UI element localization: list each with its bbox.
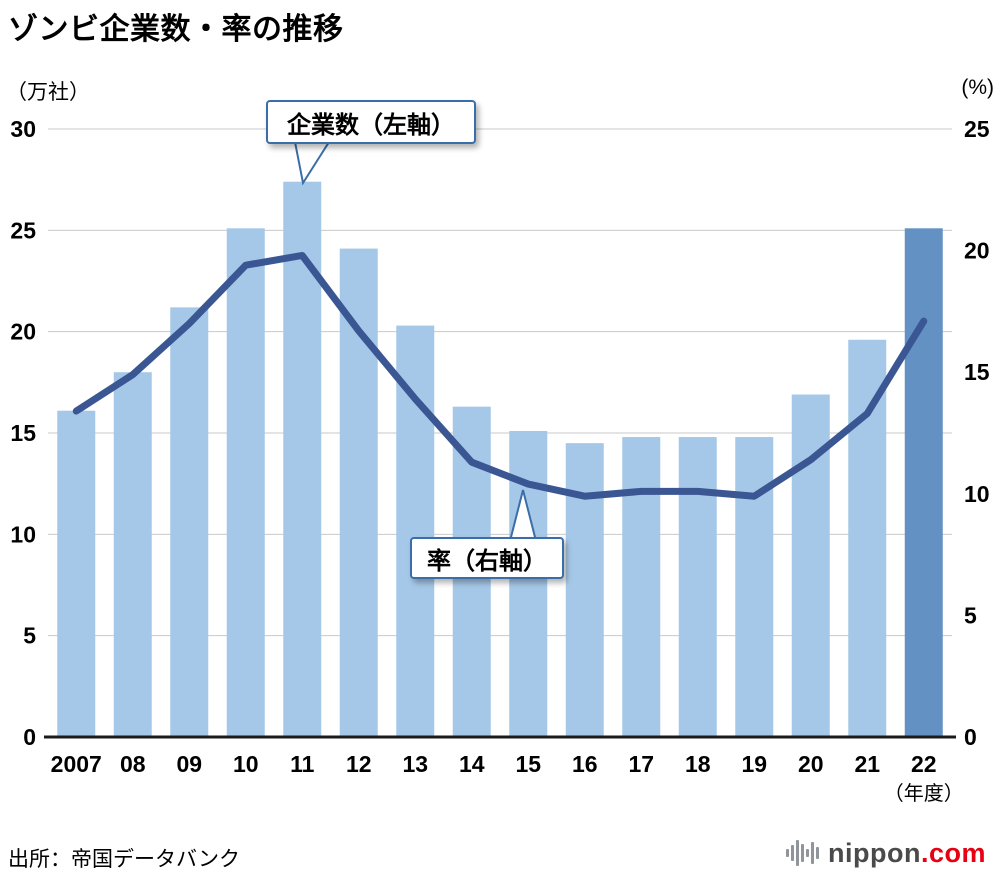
- x-axis-suffix-label: （年度）: [884, 782, 964, 805]
- right-tick-label: 10: [964, 481, 990, 507]
- right-axis-unit-label: (%): [961, 76, 994, 99]
- x-tick-label: 14: [459, 751, 485, 777]
- source-note: 出所：帝国データバンク: [8, 848, 241, 871]
- bar-16: [565, 443, 604, 737]
- bar-22: [904, 228, 943, 737]
- x-tick-label: 2007: [51, 751, 102, 777]
- bar-12: [339, 248, 378, 737]
- right-tick-label: 15: [964, 359, 990, 385]
- logo-suffix-text: .com: [920, 837, 986, 868]
- bar-11: [283, 181, 322, 737]
- left-axis-unit-label: （万社）: [6, 81, 90, 104]
- soundwave-icon: [786, 836, 819, 870]
- right-tick-label: 0: [964, 724, 977, 750]
- x-tick-label: 11: [290, 751, 315, 777]
- logo-wordmark: nippon.com: [828, 838, 986, 869]
- bar-09: [170, 307, 209, 737]
- x-tick-label: 18: [685, 751, 711, 777]
- line-series-callout: 率（右軸）: [410, 537, 564, 579]
- x-tick-label: 21: [854, 751, 880, 777]
- x-tick-label: 12: [346, 751, 372, 777]
- x-tick-label: 17: [628, 751, 654, 777]
- right-tick-label: 5: [964, 602, 977, 628]
- bars-series-callout: 企業数（左軸）: [266, 100, 476, 144]
- bars-callout-pointer: [293, 141, 331, 186]
- bar-2007: [57, 410, 96, 737]
- line-series-callout-label: 率（右軸）: [427, 547, 547, 575]
- x-tick-label: 10: [233, 751, 259, 777]
- left-tick-label: 5: [23, 623, 36, 649]
- x-tick-label: 13: [402, 751, 428, 777]
- right-tick-label: 20: [964, 238, 990, 264]
- left-tick-label: 15: [10, 420, 36, 446]
- left-tick-label: 10: [10, 521, 36, 547]
- x-tick-label: 16: [572, 751, 598, 777]
- bars-series-callout-label: 企業数（左軸）: [287, 111, 455, 139]
- left-tick-label: 30: [10, 116, 36, 142]
- bar-08: [113, 372, 152, 737]
- bar-17: [622, 437, 661, 737]
- logo-main-text: nippon: [828, 837, 921, 868]
- nippon-logo: nippon.com: [786, 836, 986, 870]
- left-tick-label: 20: [10, 319, 36, 345]
- x-tick-label: 09: [176, 751, 202, 777]
- x-tick-label: 20: [798, 751, 824, 777]
- x-tick-label: 19: [741, 751, 767, 777]
- right-tick-label: 25: [964, 116, 990, 142]
- left-tick-label: 25: [10, 217, 36, 243]
- page-title: ゾンビ企業数・率の推移: [8, 13, 344, 46]
- x-tick-label: 22: [911, 751, 937, 777]
- bar-21: [848, 339, 887, 737]
- bar-19: [735, 437, 774, 737]
- left-tick-label: 0: [23, 724, 36, 750]
- bar-10: [226, 228, 265, 737]
- rate-line: [72, 251, 928, 500]
- bar-18: [678, 437, 717, 737]
- x-tick-label: 15: [515, 751, 541, 777]
- x-tick-label: 08: [120, 751, 146, 777]
